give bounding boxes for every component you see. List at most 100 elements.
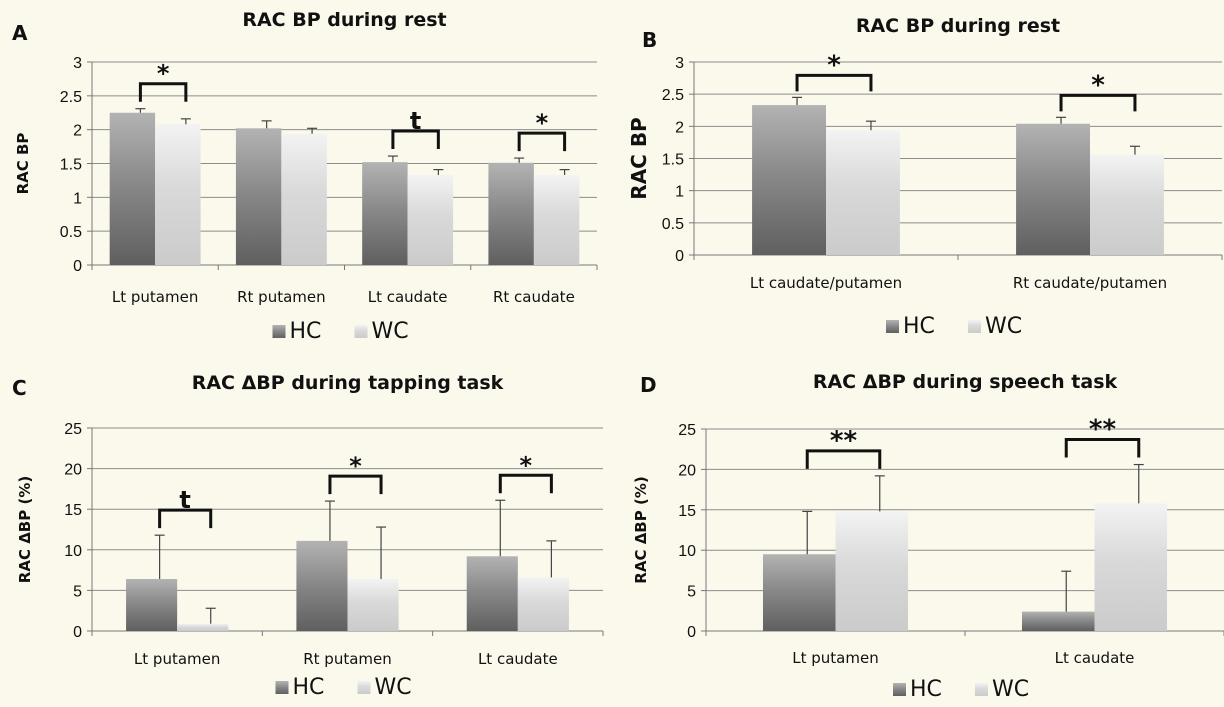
bar-wc	[1090, 154, 1164, 255]
significance-marker: *	[1091, 70, 1105, 100]
legend-label-hc: HC	[910, 677, 942, 702]
bar-hc	[1021, 611, 1095, 631]
chart-title: RAC ΔBP during tapping task	[192, 372, 504, 394]
category-label: Lt caudate	[1055, 649, 1135, 667]
y-tick-label: 20	[678, 462, 696, 479]
bar-wc	[407, 175, 454, 265]
y-tick-label: 1.5	[60, 157, 82, 174]
bar-wc	[177, 623, 229, 631]
chart-title: RAC ΔBP during speech task	[813, 371, 1118, 393]
legend-swatch-wc	[357, 681, 371, 694]
bar-hc	[362, 162, 408, 265]
legend-swatch-wc	[354, 325, 368, 338]
significance-marker: t	[410, 107, 421, 135]
y-axis-label: RAC BP	[627, 117, 651, 199]
bar-hc	[235, 128, 282, 265]
significance-marker: *	[536, 109, 549, 137]
legend-swatch-hc	[893, 683, 906, 696]
category-label: Lt putamen	[112, 288, 198, 306]
significance-marker: *	[520, 451, 533, 479]
y-tick-label: 3	[73, 55, 82, 72]
bar-hc	[488, 162, 534, 265]
chart-title: RAC BP during rest	[242, 9, 446, 31]
bar-wc	[517, 577, 569, 631]
bar-hc	[752, 105, 826, 255]
legend-label-hc: HC	[293, 675, 325, 700]
y-tick-label: 5	[687, 584, 696, 601]
legend-swatch-wc	[975, 683, 988, 696]
y-tick-label: 1	[73, 190, 82, 207]
panel-letter: D	[640, 373, 657, 397]
legend-label-hc: HC	[903, 314, 935, 339]
y-tick-label: 1.5	[662, 152, 684, 169]
legend-label-hc: HC	[290, 319, 322, 344]
y-tick-label: 0	[675, 248, 684, 265]
y-axis-label: RAC ΔBP (%)	[632, 476, 650, 583]
y-tick-label: 20	[64, 462, 82, 479]
chart-title: RAC BP during rest	[856, 15, 1060, 37]
legend-label-wc: WC	[985, 314, 1022, 339]
bar-hc	[296, 540, 348, 631]
significance-bracket	[805, 449, 882, 469]
bar-wc	[347, 579, 399, 631]
bar-hc	[762, 554, 836, 631]
y-tick-label: 5	[73, 583, 82, 600]
significance-marker: **	[830, 426, 858, 456]
legend-label-wc: WC	[992, 677, 1029, 702]
legend-swatch-hc	[886, 320, 899, 333]
significance-bracket	[1064, 438, 1141, 458]
y-tick-label: 0	[73, 624, 82, 641]
y-tick-label: 0	[73, 258, 82, 275]
y-tick-label: 2	[73, 123, 82, 140]
significance-marker: t	[179, 486, 190, 514]
y-tick-label: 1	[675, 184, 684, 201]
significance-marker: *	[157, 60, 170, 88]
y-tick-label: 2.5	[662, 87, 684, 104]
category-label: Lt caudate/putamen	[750, 274, 902, 292]
panel-letter: B	[642, 28, 657, 52]
significance-marker: **	[1089, 415, 1117, 445]
y-tick-label: 2	[675, 119, 684, 136]
significance-bracket	[328, 474, 383, 495]
category-label: Rt putamen	[237, 288, 326, 306]
significance-bracket	[391, 129, 440, 150]
chart-panel-b: B RAC BP during rest RAC BP 0 0.5 1 1.5 2 2.5 3 * L…	[627, 15, 1223, 339]
significance-marker: *	[349, 452, 362, 480]
y-axis-label: RAC BP	[14, 133, 32, 195]
bar-hc	[466, 556, 518, 631]
legend-swatch-wc	[968, 320, 981, 333]
legend-swatch-hc	[272, 325, 286, 338]
bar-hc	[109, 112, 156, 265]
bar-wc	[826, 130, 900, 255]
y-tick-label: 0	[687, 624, 696, 641]
chart-panel-d: D RAC ΔBP during speech task RAC ΔBP (%) 0 5…	[632, 371, 1224, 702]
significance-bracket	[138, 82, 188, 102]
chart-panel-a: A RAC BP during rest RAC BP 0 0.5 1 1.5 2 2.5 3 * L…	[12, 9, 598, 344]
legend-label-wc: WC	[372, 319, 409, 344]
category-label: Rt caudate	[493, 288, 575, 306]
significance-bracket	[1059, 93, 1137, 112]
chart-panel-c: C RAC ΔBP during tapping task RAC ΔBP (%) 0…	[12, 372, 604, 700]
category-label: Lt putamen	[134, 650, 220, 668]
significance-bracket	[517, 131, 567, 152]
bar-wc	[533, 175, 580, 265]
category-label: Rt putamen	[303, 650, 392, 668]
significance-bracket	[158, 508, 213, 529]
bar-wc	[835, 511, 909, 631]
bar-hc	[1016, 123, 1090, 255]
legend-swatch-hc	[275, 681, 289, 694]
y-tick-label: 2.5	[60, 89, 82, 106]
y-tick-label: 3	[675, 55, 684, 72]
significance-marker: *	[827, 50, 841, 80]
significance-bracket	[795, 73, 873, 92]
bar-wc	[155, 124, 201, 266]
bar-wc	[1094, 503, 1168, 631]
category-label: Lt caudate	[368, 288, 448, 306]
bar-hc	[126, 579, 178, 631]
y-tick-label: 10	[64, 543, 82, 560]
y-tick-label: 0.5	[662, 216, 684, 233]
y-tick-label: 25	[64, 421, 82, 438]
y-tick-label: 15	[64, 502, 82, 519]
y-axis-label: RAC ΔBP (%)	[16, 476, 34, 583]
